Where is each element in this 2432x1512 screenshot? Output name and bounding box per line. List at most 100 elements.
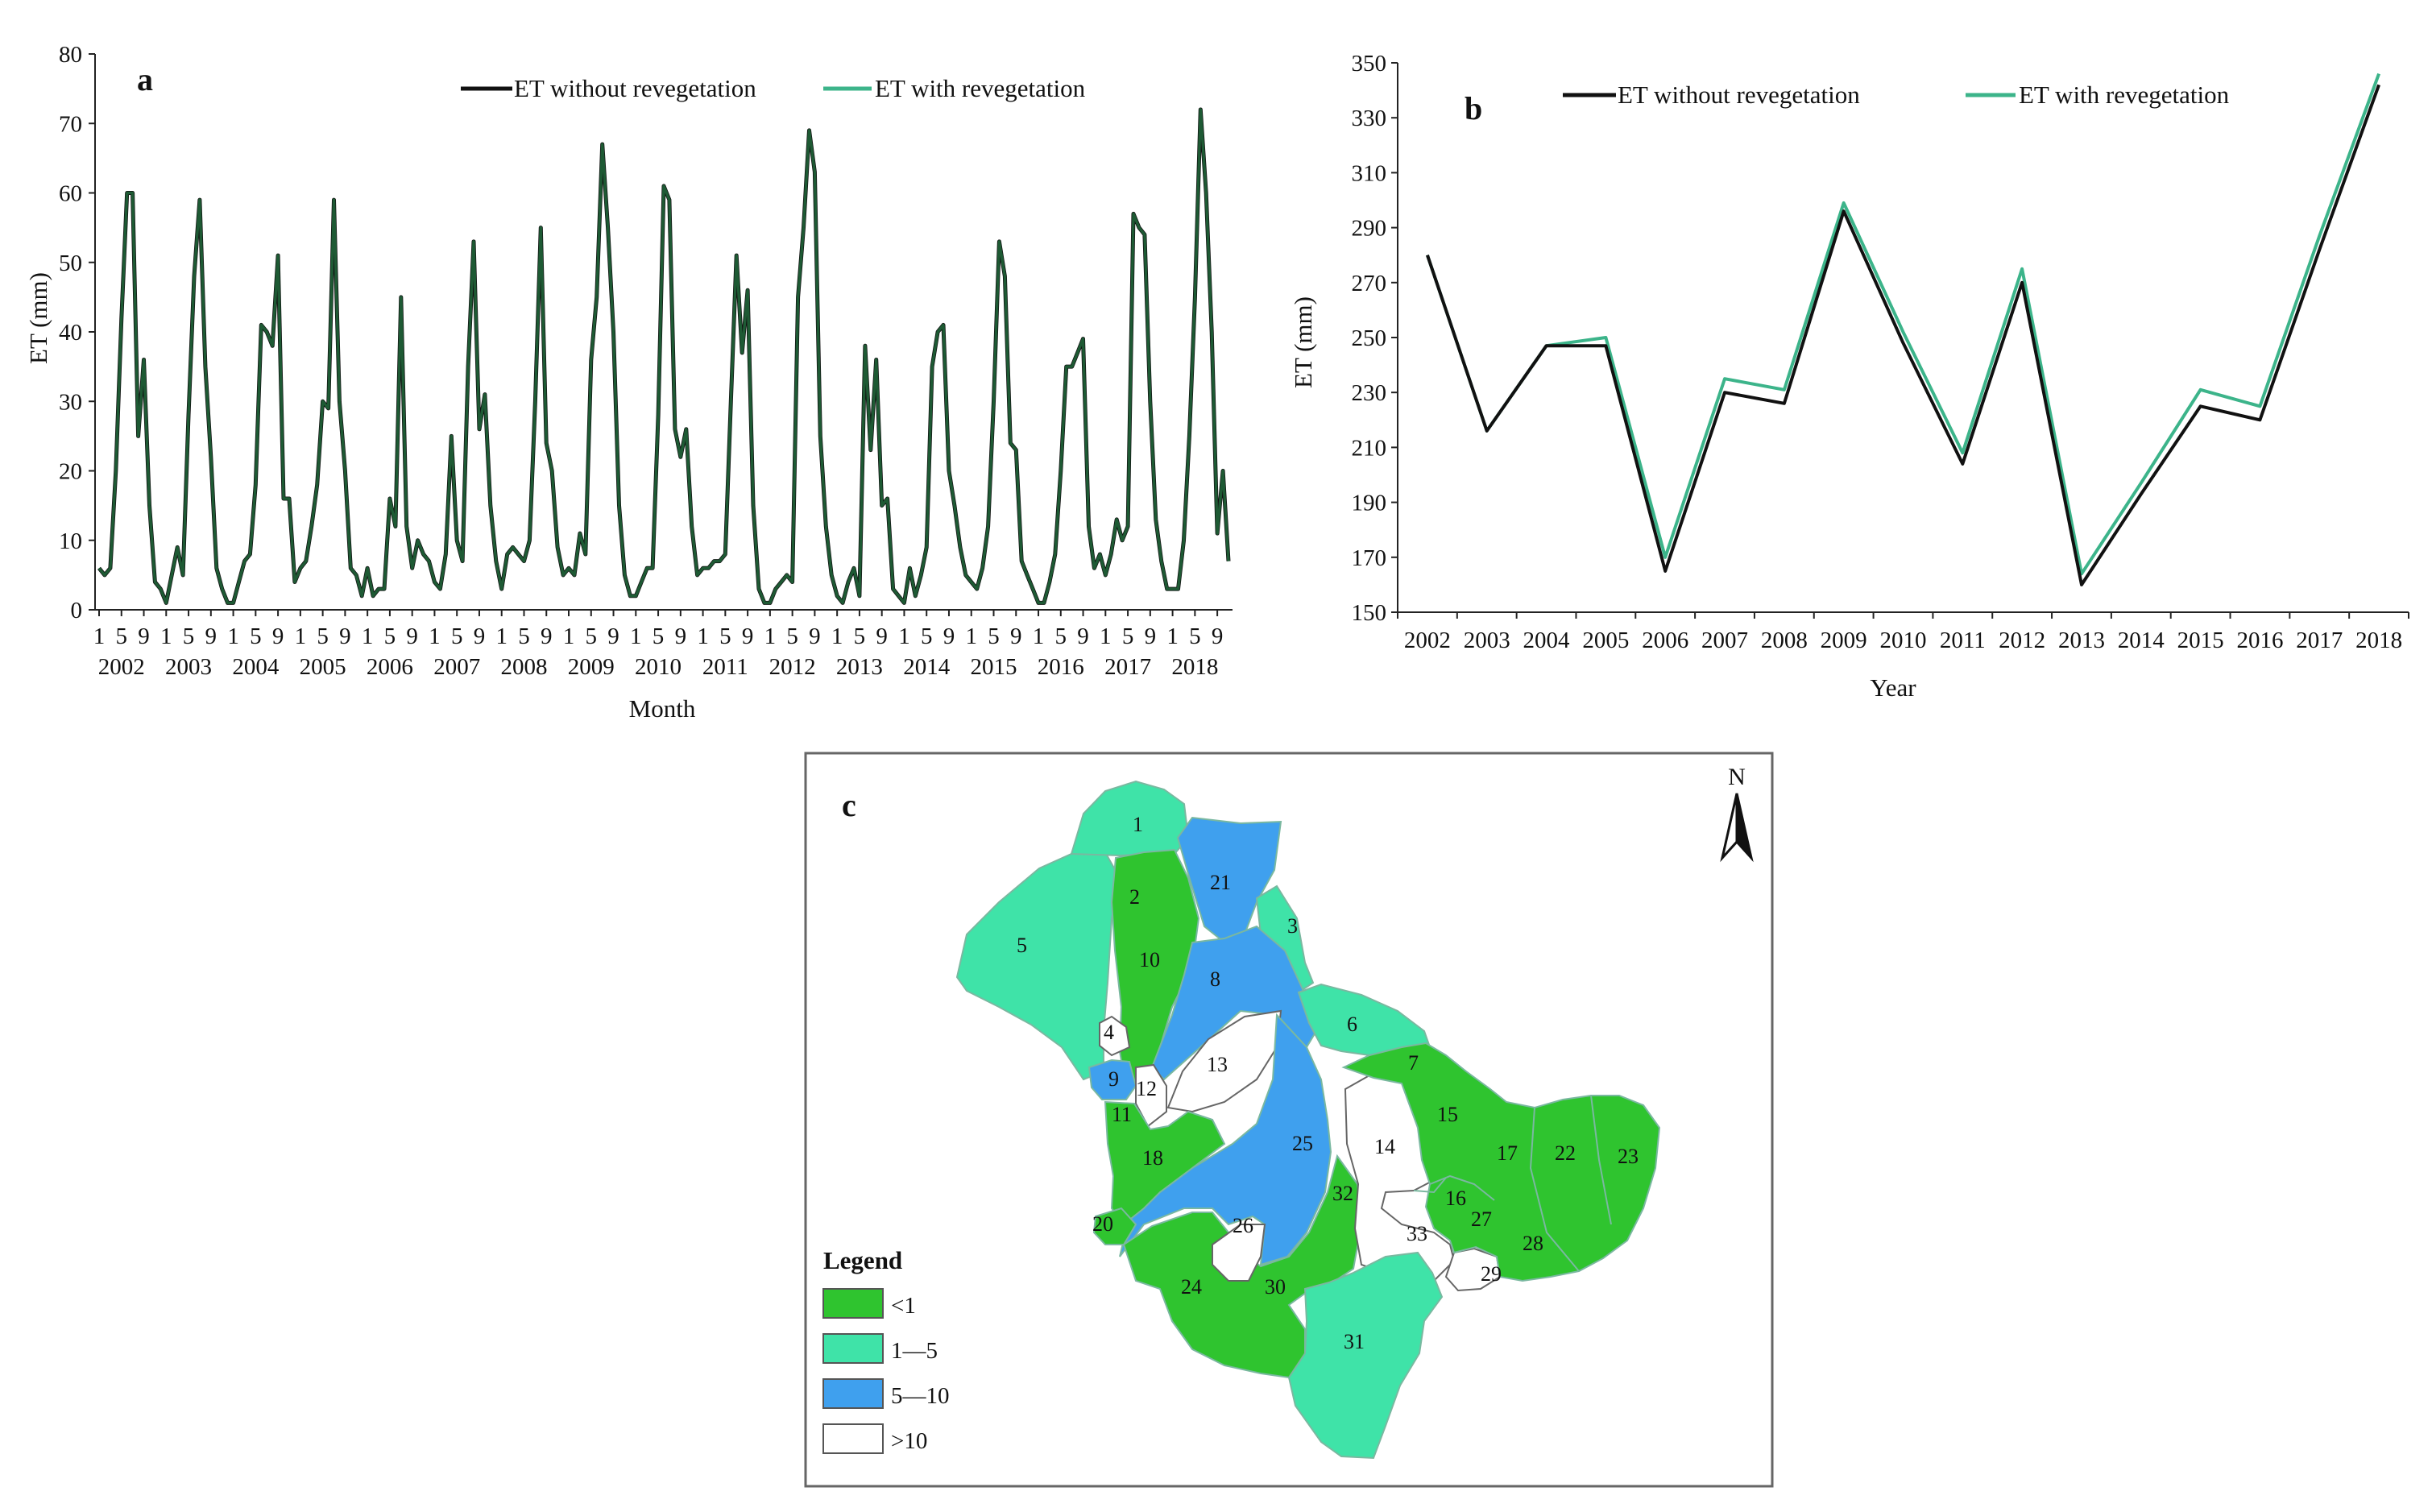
panel-b-x-tick-label: 2010: [1880, 628, 1927, 653]
panel-b-x-tick-label: 2003: [1464, 628, 1510, 653]
panel-b-y-tick-label: 250: [1352, 325, 1387, 351]
north-label: N: [1728, 764, 1746, 790]
panel-a-x-tick-label: 9: [541, 623, 553, 649]
panel-b-legend-label-with: ET with revegetation: [2019, 81, 2230, 109]
region-label: 11: [1112, 1103, 1132, 1126]
panel-b-x-axis-title: Year: [1870, 673, 1916, 702]
region-label: 4: [1104, 1021, 1114, 1044]
panel-a-x-tick-label: 5: [1122, 623, 1134, 649]
panel-a-x-tick-label: 1: [160, 623, 172, 649]
region-label: 24: [1181, 1275, 1202, 1299]
panel-a-year-label: 2014: [903, 654, 951, 680]
map-subbasin-boundary: [1413, 1177, 1447, 1194]
map-legend-swatch: [822, 1288, 884, 1319]
panel-b-x-tick-label: 2016: [2236, 628, 2283, 653]
panel-a-x-tick-label: 9: [675, 623, 687, 649]
map-regions: [955, 780, 1661, 1460]
panel-a-x-tick-label: 5: [854, 623, 866, 649]
north-arrow: N: [1720, 764, 1754, 863]
panel-a-year-label: 2018: [1171, 654, 1218, 680]
region-label: 1: [1133, 813, 1143, 836]
panel-a-year-label: 2010: [635, 654, 682, 680]
region-label: 15: [1437, 1103, 1458, 1126]
panel-b-x-tick-label: 2013: [2058, 628, 2105, 653]
panel-a-x-tick-label: 9: [205, 623, 218, 649]
panel-a-y-tick-label: 30: [59, 389, 82, 415]
panel-b-x-tick-label: 2015: [2177, 628, 2224, 653]
panel-a-y-tick-label: 20: [59, 459, 82, 485]
panel-a-x-tick-label: 1: [1100, 623, 1112, 649]
panel-a-x-tick-label: 1: [1033, 623, 1045, 649]
panel-b-y-tick-label: 210: [1352, 435, 1387, 461]
panel-a-x-tick-label: 1: [630, 623, 642, 649]
panel-a-x-tick-label: 5: [1055, 623, 1067, 649]
region-label: 3: [1287, 914, 1298, 938]
panel-a-x-tick-label: 5: [317, 623, 329, 649]
panel-a-x-tick-label: 1: [295, 623, 307, 649]
panel-a-x-tick-label: 1: [898, 623, 910, 649]
region-label: 20: [1092, 1212, 1113, 1236]
panel-a-y-tick-label: 0: [71, 598, 83, 623]
panel-a-x-tick-label: 5: [988, 623, 1000, 649]
region-label: 16: [1445, 1187, 1466, 1210]
panel-a-x-tick-label: 1: [831, 623, 843, 649]
region-label: 22: [1555, 1141, 1576, 1165]
map-subbasin-boundary: [1429, 1174, 1495, 1201]
panel-a-y-tick-label: 40: [59, 320, 82, 346]
region-label: 6: [1347, 1013, 1357, 1036]
panel-a-year-label: 2004: [232, 654, 280, 680]
panel-a-x-tick-label: 9: [406, 623, 418, 649]
region-label: 10: [1139, 948, 1160, 971]
region-4: [1099, 1015, 1131, 1057]
panel-a-year-label: 2017: [1104, 654, 1151, 680]
panel-a-y-tick-label: 70: [59, 111, 82, 137]
panel-a-year-label: 2011: [702, 654, 748, 680]
region-label: 27: [1471, 1208, 1492, 1231]
panel-c-revegetation-map: c: [804, 752, 1774, 1488]
panel-a-x-tick-label: 5: [719, 623, 731, 649]
panel-a-x-tick-label: 9: [272, 623, 284, 649]
panel-a-x-tick-label: 5: [451, 623, 463, 649]
panel-a-x-tick-label: 5: [518, 623, 530, 649]
panel-b-series-without-line: [1426, 84, 2380, 586]
panel-a-series-with-line: [97, 108, 1230, 605]
panel-a-x-tick-label: 9: [809, 623, 821, 649]
panel-b-legend-label-without: ET without revegetation: [1618, 81, 1860, 109]
panel-a-x-tick-label: 1: [965, 623, 977, 649]
panel-a-y-tick-label: 10: [59, 528, 82, 554]
panel-a-x-tick-label: 1: [429, 623, 441, 649]
panel-a-x-tick-label: 5: [586, 623, 598, 649]
map-subbasin-boundary: [1590, 1095, 1612, 1225]
map-legend-label: 1—5: [891, 1338, 938, 1364]
region-label: 31: [1344, 1330, 1365, 1353]
panel-a-x-tick-label: 9: [943, 623, 955, 649]
panel-b-x-tick-label: 2014: [2118, 628, 2165, 653]
map-legend-label: 5—10: [891, 1383, 950, 1409]
panel-b-y-tick-label: 270: [1352, 271, 1387, 296]
panel-a-year-label: 2012: [769, 654, 816, 680]
panel-a-year-label: 2015: [970, 654, 1017, 680]
panel-a-x-tick-label: 1: [1166, 623, 1179, 649]
panel-b-y-tick-label: 170: [1352, 545, 1387, 571]
region-9: [1088, 1058, 1137, 1100]
region-label: 12: [1136, 1077, 1157, 1100]
panel-a-x-tick-label: 5: [1189, 623, 1201, 649]
panel-a-x-tick-label: 5: [653, 623, 665, 649]
panel-a-x-tick-label: 1: [697, 623, 709, 649]
panel-b-x-tick-label: 2018: [2355, 628, 2402, 653]
map-legend-swatch: [822, 1333, 884, 1364]
map-legend-swatch: [822, 1378, 884, 1409]
region-label: 30: [1265, 1275, 1286, 1299]
panel-a-year-label: 2008: [500, 654, 547, 680]
panel-letter-b: b: [1465, 90, 1482, 126]
panel-a-year-label: 2013: [836, 654, 883, 680]
map-legend-title: Legend: [823, 1246, 902, 1274]
panel-b-y-tick-label: 350: [1352, 51, 1387, 77]
region-label: 5: [1017, 934, 1027, 957]
panel-letter-a: a: [137, 61, 153, 97]
region-label: 18: [1142, 1146, 1163, 1170]
panel-a-x-tick-label: 9: [1010, 623, 1022, 649]
panel-a-x-tick-label: 9: [876, 623, 888, 649]
panel-b-x-tick-label: 2008: [1761, 628, 1808, 653]
